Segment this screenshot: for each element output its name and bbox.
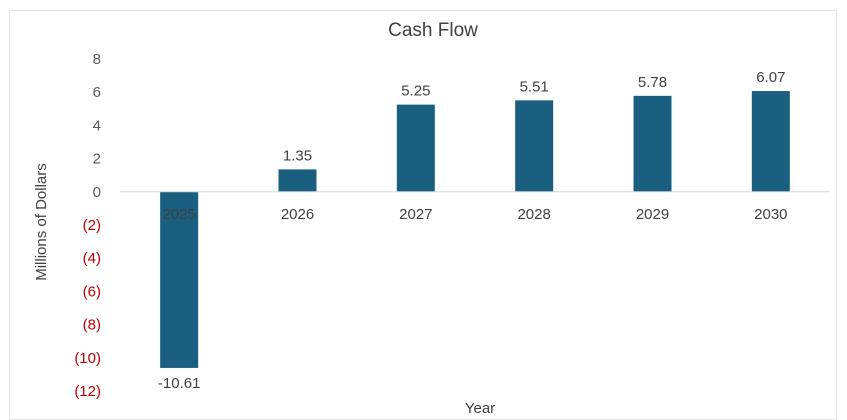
- bar: [278, 169, 317, 192]
- data-label: 1.35: [283, 147, 312, 164]
- data-label: 6.07: [756, 69, 785, 86]
- data-label: -10.61: [158, 375, 201, 392]
- x-axis-label: Year: [465, 400, 495, 417]
- y-tick-label: 8: [93, 51, 101, 68]
- x-tick-label: 2025: [162, 206, 195, 223]
- y-tick-label: (4): [83, 250, 101, 267]
- data-label: 5.51: [520, 78, 549, 95]
- data-label: 5.25: [401, 83, 430, 100]
- x-tick-label: 2026: [281, 206, 314, 223]
- bar: [160, 191, 199, 368]
- y-axis-ticks: 8 6 4 2 0 (2) (4) (6) (8) (10) (12): [74, 51, 101, 400]
- bars: [160, 91, 790, 368]
- y-tick-label: 4: [93, 117, 101, 134]
- y-tick-label: 6: [93, 84, 101, 101]
- y-tick-label: (8): [83, 317, 101, 334]
- data-labels: -10.61 1.35 5.25 5.51 5.78 6.07: [158, 69, 786, 392]
- chart-title: Cash Flow: [388, 20, 478, 41]
- x-tick-label: 2027: [399, 206, 432, 223]
- data-label: 5.78: [638, 74, 667, 91]
- y-tick-label: 0: [93, 184, 101, 201]
- x-tick-label: 2028: [517, 206, 550, 223]
- bar: [633, 95, 672, 192]
- x-tick-label: 2029: [636, 206, 669, 223]
- y-tick-label: (2): [83, 217, 101, 234]
- x-tick-label: 2030: [754, 206, 787, 223]
- bar: [751, 91, 790, 192]
- y-tick-label: 2: [93, 151, 101, 168]
- y-axis-label: Millions of Dollars: [33, 163, 50, 281]
- bar: [515, 100, 554, 192]
- y-tick-label: (10): [74, 350, 101, 367]
- chart-frame: [9, 10, 837, 420]
- y-tick-label: (12): [74, 383, 101, 400]
- x-axis-categories: 2025 2026 2027 2028 2029 2030: [162, 206, 787, 223]
- y-tick-label: (6): [83, 283, 101, 300]
- bar: [396, 104, 435, 192]
